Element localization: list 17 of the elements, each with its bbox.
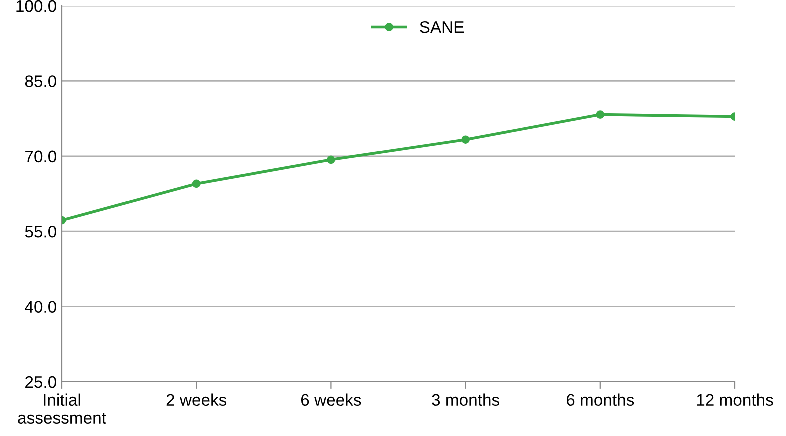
point — [192, 180, 201, 188]
y-tick-label: 25.0 — [26, 376, 56, 388]
x-tick-label: 2 weeks — [166, 394, 227, 406]
x-tick-label: 3 months — [432, 394, 500, 406]
point — [462, 136, 470, 144]
y-tick-label: 40.0 — [25, 301, 56, 314]
point — [596, 110, 605, 119]
x-tick-label: 12 months — [697, 394, 774, 406]
y-tick-label: 70.0 — [26, 150, 56, 163]
x-tick-label: 6 weeks — [301, 394, 362, 406]
x-tick-label: 6 months — [566, 394, 634, 406]
legend-label: SANE — [420, 21, 464, 34]
point — [327, 156, 336, 164]
y-tick-label: 55.0 — [25, 226, 56, 238]
y-tick-label: 85.0 — [25, 76, 56, 88]
x-tick-label: Initial assessment — [18, 394, 106, 424]
y-tick-label: 100.0 — [16, 0, 56, 12]
